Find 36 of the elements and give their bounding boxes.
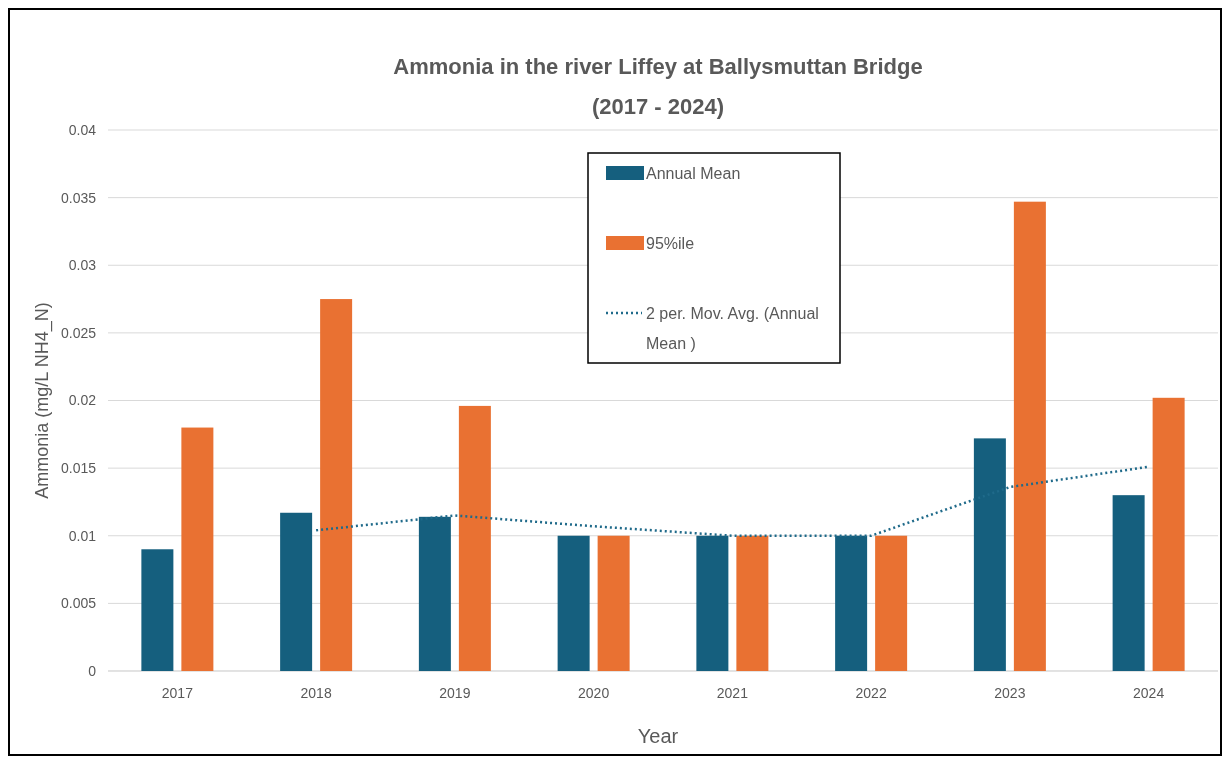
x-axis-title: Year: [637, 725, 679, 747]
legend-label: Annual Mean: [646, 164, 741, 182]
bar: [280, 512, 313, 671]
x-tick-label: 2017: [161, 685, 194, 701]
y-tick-label: 0.035: [60, 189, 97, 206]
bar: [736, 535, 769, 671]
y-tick-label: 0.015: [60, 460, 97, 477]
y-tick-label: 0.04: [68, 121, 97, 138]
x-tick-label: 2022: [855, 685, 887, 701]
x-tick-label: 2018: [300, 685, 332, 701]
x-tick-label: 2023: [994, 685, 1026, 701]
legend-label: 2 per. Mov. Avg. (Annual Mean ): [646, 304, 819, 352]
y-tick-label: 0.025: [60, 324, 97, 341]
bar: [141, 549, 174, 671]
bar: [597, 535, 630, 671]
bar: [1152, 397, 1185, 671]
y-tick-label: 0.02: [68, 392, 97, 409]
bar: [1013, 201, 1046, 671]
y-axis-title: Ammonia (mg/L NH4_N): [32, 302, 53, 499]
y-tick-label: 0: [88, 662, 97, 679]
x-tick-label: 2020: [578, 685, 610, 701]
chart-title: Ammonia in the river Liffey at Ballysmuttan Bridge: [393, 54, 923, 79]
bar: [458, 405, 491, 671]
bar: [1112, 495, 1145, 671]
legend-label: 95%ile: [646, 234, 695, 252]
y-tick-label: 0.01: [68, 527, 97, 544]
x-tick-label: 2024: [1133, 685, 1165, 701]
y-tick-label: 0.03: [68, 257, 97, 274]
chart-subtitle: (2017 - 2024): [591, 94, 725, 119]
y-tick-label: 0.005: [60, 595, 97, 612]
x-tick-label: 2021: [716, 685, 749, 701]
bar: [181, 427, 214, 671]
bar: [875, 535, 908, 671]
x-tick-label: 2019: [439, 685, 471, 701]
bar: [320, 299, 353, 671]
bar: [557, 535, 590, 671]
